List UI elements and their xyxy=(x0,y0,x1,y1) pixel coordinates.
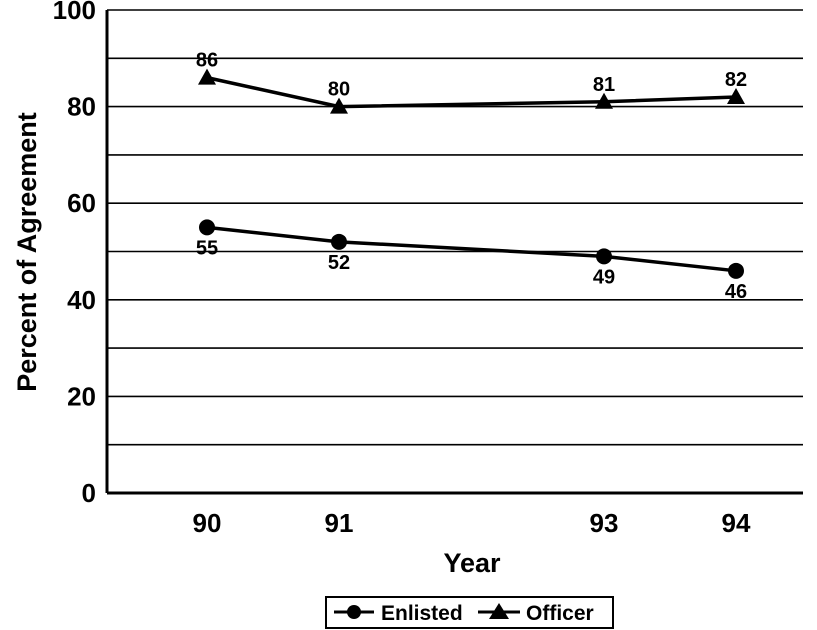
data-point xyxy=(330,97,348,114)
y-tick-label: 20 xyxy=(67,381,96,411)
series-group: 55 52 49 46 86 80 81 82 xyxy=(196,50,747,303)
y-tick-label: 60 xyxy=(67,188,96,218)
series-line-officer xyxy=(206,75,737,109)
y-axis-label: Percent of Agreement xyxy=(12,112,42,392)
data-point xyxy=(596,248,612,265)
data-point xyxy=(595,92,613,109)
data-label: 55 xyxy=(196,237,218,259)
data-label: 86 xyxy=(196,50,218,72)
data-label: 81 xyxy=(593,74,615,96)
axes xyxy=(105,10,803,495)
data-label: 80 xyxy=(328,79,350,101)
legend-marker-enlisted xyxy=(347,605,361,619)
data-point xyxy=(331,233,347,250)
y-tick-label: 40 xyxy=(67,285,96,315)
data-point xyxy=(198,68,216,85)
legend-label-officer: Officer xyxy=(526,602,594,625)
gridlines xyxy=(107,9,803,446)
legend-marker-officer xyxy=(489,603,509,619)
y-tick-labels: 0 20 40 60 80 100 xyxy=(53,0,96,508)
series-officer: 86 80 81 82 xyxy=(196,50,747,114)
y-tick-label: 80 xyxy=(67,92,96,122)
x-tick-label: 94 xyxy=(722,508,751,538)
data-point xyxy=(728,262,744,279)
data-label: 46 xyxy=(725,281,747,303)
y-tick-label: 0 xyxy=(82,478,96,508)
legend: Enlisted Officer xyxy=(325,596,614,629)
data-label: 82 xyxy=(725,69,747,91)
x-tick-label: 91 xyxy=(325,508,354,538)
data-point xyxy=(199,219,215,236)
data-label: 49 xyxy=(593,266,615,288)
x-axis-label: Year xyxy=(443,548,501,578)
x-tick-label: 93 xyxy=(590,508,619,538)
data-label: 52 xyxy=(328,252,350,274)
x-tick-label: 90 xyxy=(193,508,222,538)
series-enlisted: 55 52 49 46 xyxy=(196,219,747,303)
series-line-enlisted xyxy=(206,225,737,273)
legend-label-enlisted: Enlisted xyxy=(381,602,463,625)
x-tick-labels: 90 91 93 94 xyxy=(193,508,751,538)
data-point xyxy=(727,87,745,104)
y-tick-label: 100 xyxy=(53,0,96,25)
